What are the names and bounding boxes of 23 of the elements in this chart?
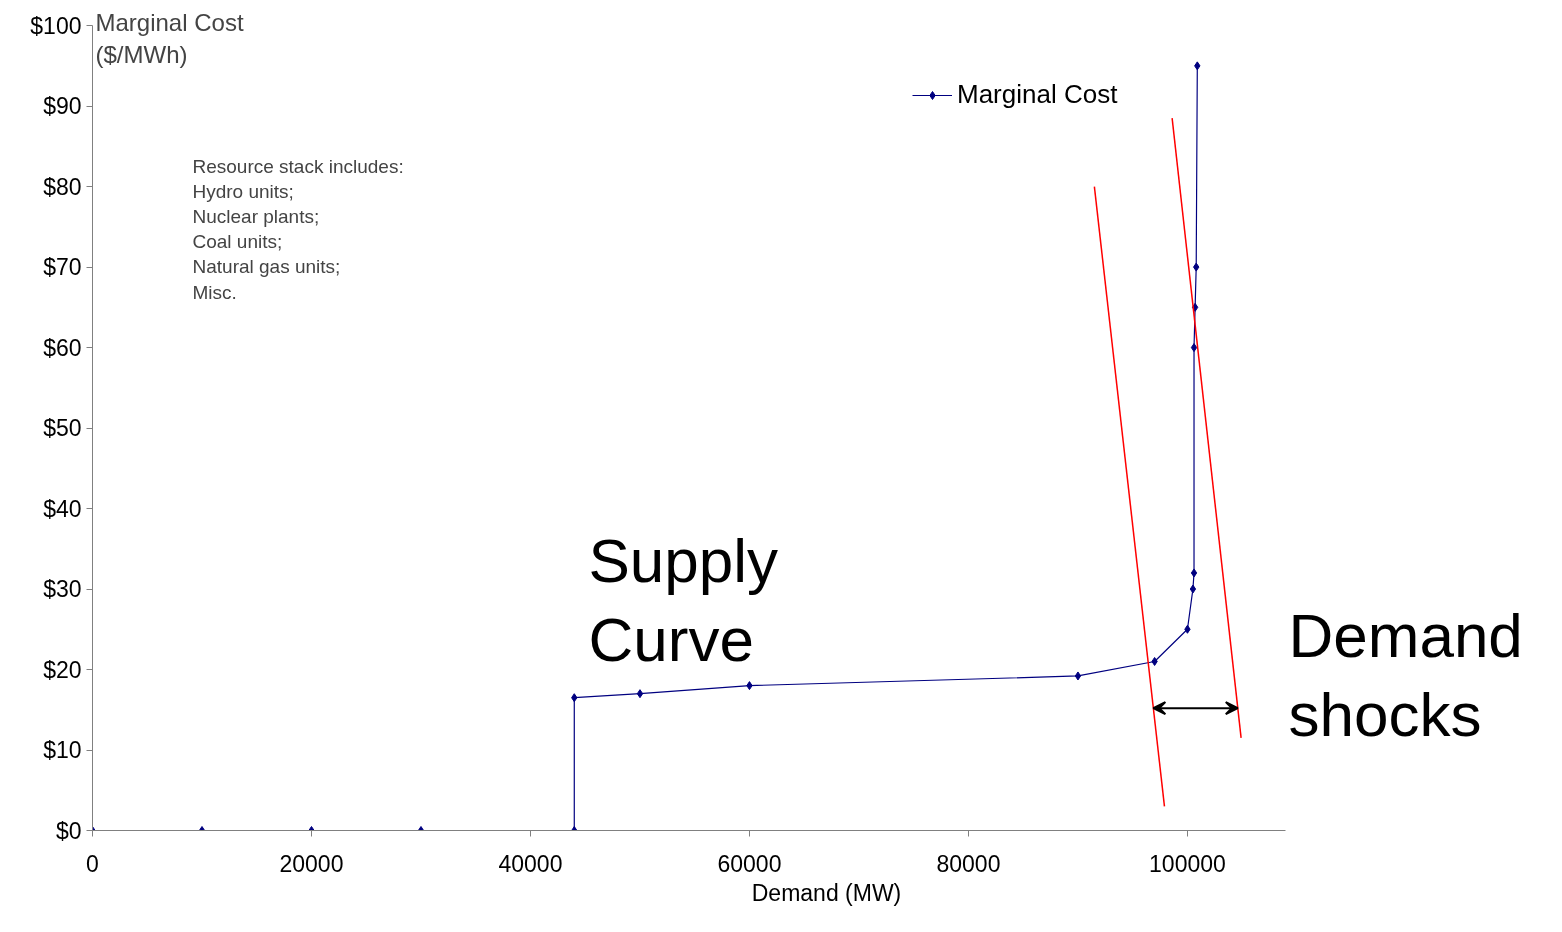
y-tick-label: $100 xyxy=(30,12,82,39)
y-tick-label: $20 xyxy=(43,656,82,683)
y-tick-label: $60 xyxy=(43,334,82,361)
y-axis-title: Marginal Cost ($/MWh) xyxy=(95,8,244,68)
x-tick-label: 20000 xyxy=(279,850,344,877)
annotation: Resource stack includes: Hydro units; Nuclear plants; Coal units; Natural gas units; Misc. xyxy=(192,155,404,303)
x-tick-label: 60000 xyxy=(717,850,782,877)
y-tick-label: $10 xyxy=(43,737,82,764)
x-tick-label: 0 xyxy=(86,850,99,877)
text: Demand shocks xyxy=(1288,600,1523,749)
y-tick-label: $30 xyxy=(43,576,82,603)
y-tick-label: $70 xyxy=(43,254,82,281)
y-tick-label: $90 xyxy=(43,93,82,120)
y-tick-label: $0 xyxy=(55,817,82,844)
y-tick-label: $40 xyxy=(43,495,82,522)
x-tick-label: 80000 xyxy=(936,850,1001,877)
y-tick-label: $80 xyxy=(43,173,82,200)
x-tick-label: 100000 xyxy=(1149,850,1226,877)
annotation: Supply Curve xyxy=(588,525,779,674)
x-axis-title: Demand (MW) xyxy=(751,879,902,906)
x-tick-label: 40000 xyxy=(498,850,563,877)
y-tick-label: $50 xyxy=(43,415,82,442)
legend-label: Marginal Cost xyxy=(957,79,1118,110)
